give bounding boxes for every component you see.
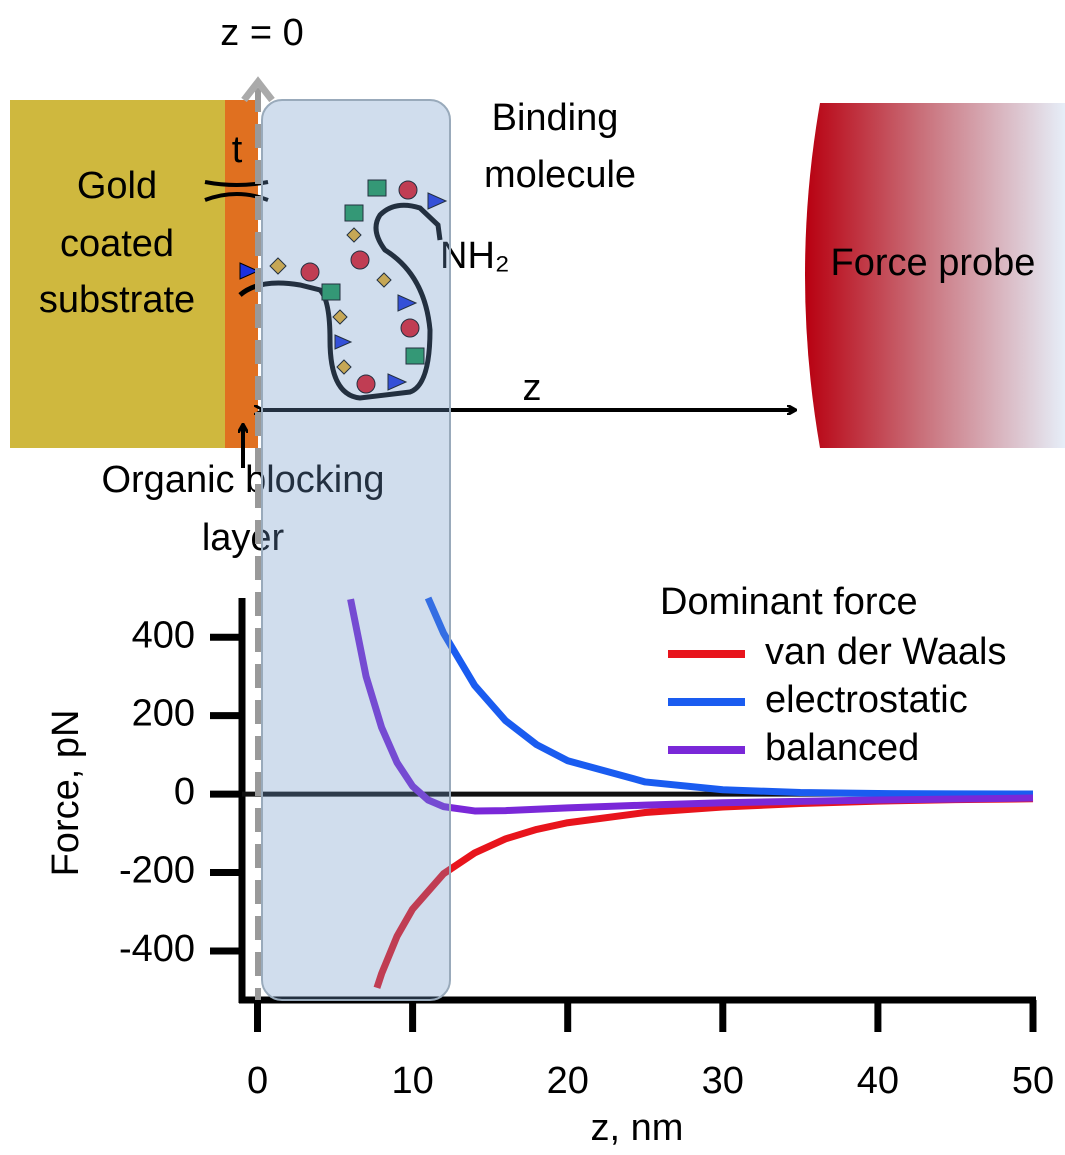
gold-substrate	[10, 100, 225, 448]
legend-title: Dominant force	[660, 581, 918, 623]
distance-label: z	[523, 367, 542, 409]
z0-label: z = 0	[220, 12, 303, 54]
y-tick-label: -200	[119, 850, 195, 892]
x-axis-label: z, nm	[591, 1107, 684, 1149]
substrate-label: Gold	[77, 165, 157, 207]
y-tick-label: 0	[174, 771, 195, 813]
y-axis-label: Force, pN	[45, 710, 87, 877]
interaction-zone	[262, 100, 450, 1000]
y-tick-label: -400	[119, 928, 195, 970]
legend-label: balanced	[765, 727, 919, 769]
series-line	[377, 799, 1033, 988]
x-tick-label: 0	[247, 1060, 268, 1102]
x-tick-label: 30	[702, 1060, 744, 1102]
legend-label: electrostatic	[765, 679, 968, 721]
t-label: t	[232, 129, 243, 171]
y-tick-label: 400	[132, 614, 195, 656]
figure: z = 0 t Gold coated substrate Binding mo…	[0, 0, 1065, 1150]
substrate-label: substrate	[39, 279, 195, 321]
x-tick-label: 10	[391, 1060, 433, 1102]
x-tick-label: 40	[857, 1060, 899, 1102]
substrate-label: coated	[60, 223, 174, 265]
molecule-label: Binding	[492, 97, 619, 139]
x-tick-label: 20	[547, 1060, 589, 1102]
molecule-label: molecule	[484, 154, 636, 196]
x-tick-label: 50	[1012, 1060, 1054, 1102]
diagram: z = 0 t Gold coated substrate Binding mo…	[10, 12, 1065, 559]
probe-label: Force probe	[831, 242, 1036, 284]
plot: -400 -200 0 200 400 0 10 20 30 40 50 z, nm Force, pN…	[45, 581, 1054, 1149]
y-tick-label: 200	[132, 693, 195, 735]
legend-label: van der Waals	[765, 631, 1006, 673]
